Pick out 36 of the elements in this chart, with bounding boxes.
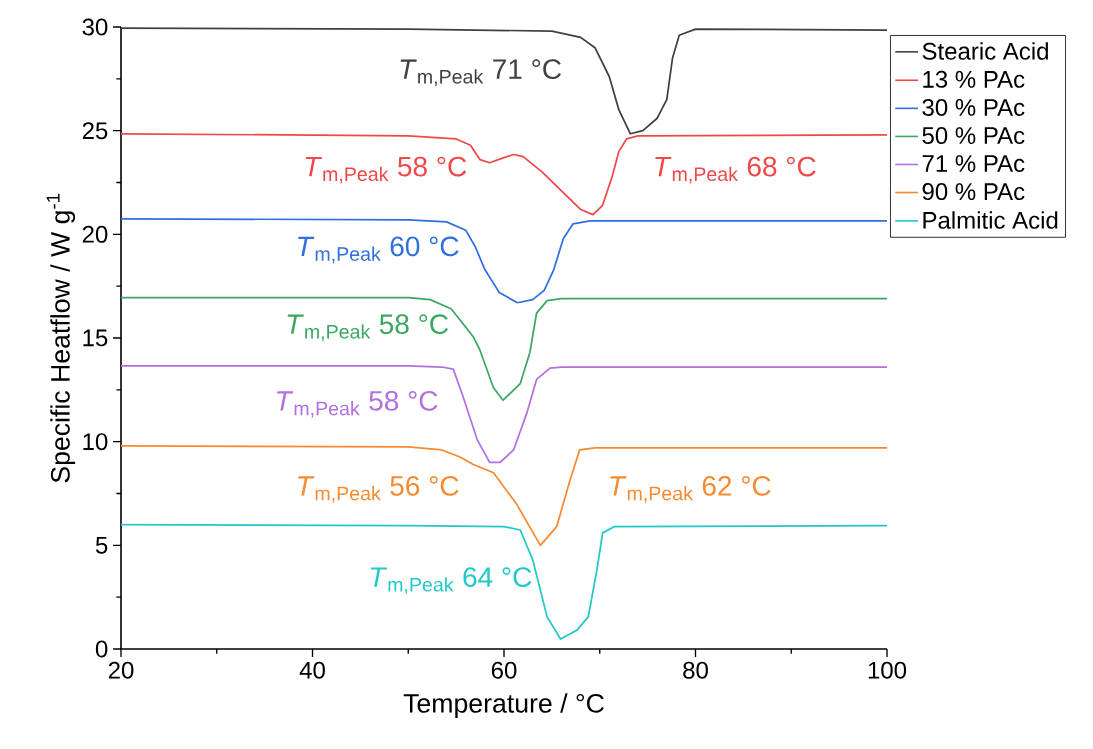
annotation: T$_{m,Peak}$ 71 °C [400, 59, 561, 86]
y-tick-label: 20 [82, 225, 108, 243]
annotation: T$_{m,Peak}$ 56 °C [298, 475, 459, 503]
x-tick-label: 100 [868, 661, 907, 679]
annotation: T$_{m,Peak}$ 68 °C [655, 156, 816, 184]
line-series [121, 523, 887, 640]
line-series [121, 132, 887, 216]
line-series [121, 27, 887, 135]
y-axis-title: Specific Heatflow / W g$^{-1}$ [46, 193, 76, 483]
annotation: T$_{m,Peak}$ 58 °C [305, 156, 467, 184]
legend-label: 71 % PAc [922, 155, 1025, 173]
x-tick-label: 40 [299, 661, 325, 679]
y-tick-label: 0 [95, 640, 108, 658]
legend-label: 50 % PAc [922, 127, 1025, 145]
annotation: T$_{m,Peak}$ 58 °C [277, 390, 438, 418]
x-tick-label: 80 [683, 661, 708, 679]
annotation: T$_{m,Peak}$ 60 °C [298, 236, 459, 264]
x-axis-title: Temperature / °C [403, 693, 604, 719]
y-tick-label: 10 [83, 433, 108, 451]
legend-label: 90 % PAc [922, 183, 1025, 201]
x-tick-label: 20 [108, 661, 134, 679]
y-tick-label: 5 [95, 536, 108, 554]
y-tick-label: 25 [82, 122, 108, 140]
x-tick-label: 60 [491, 661, 517, 679]
y-tick-label: 30 [82, 18, 108, 36]
y-tick-label: 15 [83, 329, 108, 347]
legend-label: Stearic Acid [922, 42, 1048, 60]
legend-label: 13 % PAc [923, 70, 1025, 88]
legend-label: 30 % PAc [922, 98, 1025, 116]
annotation: T$_{m,Peak}$ 58 °C [287, 314, 448, 341]
line-series [121, 217, 887, 304]
line-series [121, 444, 887, 547]
line-series [121, 365, 887, 464]
annotation: T$_{m,Peak}$ 62 °C [610, 475, 771, 503]
annotation: T$_{m,Peak}$ 64 °C [370, 567, 532, 594]
legend-label: Palmitic Acid [923, 211, 1058, 229]
